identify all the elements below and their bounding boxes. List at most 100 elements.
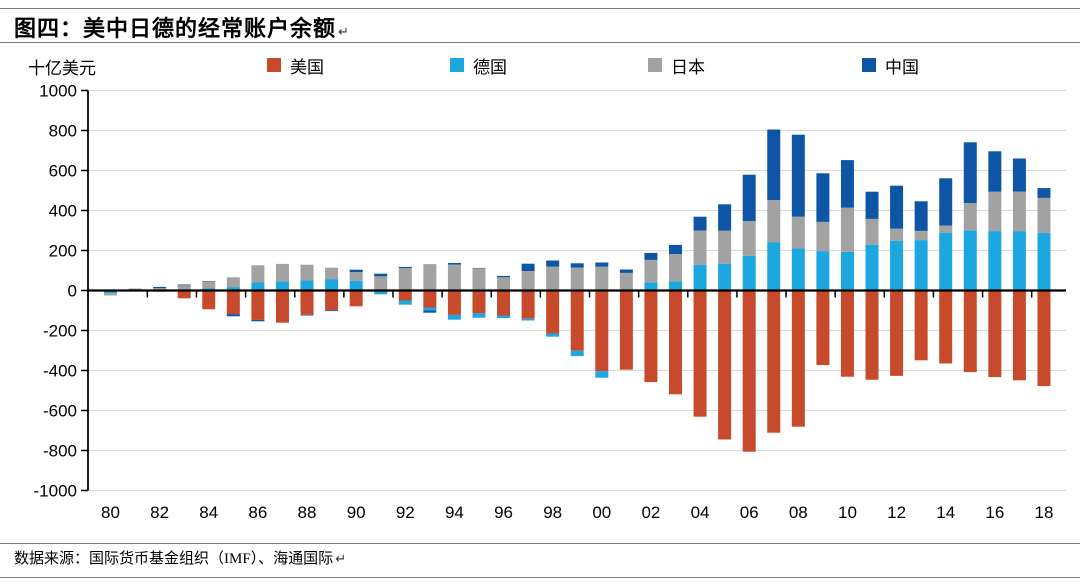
y-tick-label: 400 [49, 202, 77, 221]
bar-segment-china [816, 173, 830, 222]
x-tick-label: 02 [641, 503, 660, 522]
bar-segment-us [1012, 290, 1026, 381]
bar-segment-china [374, 273, 388, 277]
bar-segment-us [1037, 290, 1051, 387]
bar-segment-japan [840, 207, 854, 252]
bar-segment-germany [791, 248, 805, 291]
bar-segment-us [398, 290, 412, 301]
bar-segment-germany [423, 307, 437, 311]
bar-segment-germany [693, 264, 707, 291]
bar-segment-us [497, 290, 511, 316]
bar-segment-us [816, 290, 830, 366]
x-tick-label: 92 [396, 503, 415, 522]
bar-segment-germany [963, 230, 977, 291]
bar-segment-germany [595, 371, 609, 378]
bar-segment-japan [742, 221, 756, 256]
bar-segment-germany [398, 300, 412, 305]
bar-segment-china [153, 286, 167, 289]
bar-segment-us [718, 290, 732, 440]
legend-label-japan: 日本 [671, 57, 705, 77]
bar-segment-us [668, 290, 682, 395]
bar-segment-us [693, 290, 707, 417]
x-tick-label: 96 [494, 503, 513, 522]
bar-segment-japan [890, 228, 904, 241]
bar-segment-china [546, 260, 560, 267]
bottom-rule [0, 577, 1080, 578]
bar-segment-germany [570, 350, 584, 357]
bar-segment-germany [767, 242, 781, 291]
bar-segment-japan [1037, 197, 1051, 233]
bar-segment-germany [914, 240, 928, 291]
bar-segment-germany [251, 282, 265, 291]
bar-segment-germany [325, 279, 339, 291]
bar-segment-germany [374, 290, 388, 295]
bar-segment-germany [521, 318, 535, 321]
bar-segment-germany [742, 255, 756, 291]
bar-segment-us [251, 290, 265, 320]
return-mark: ↵ [338, 24, 350, 39]
bar-segment-china [497, 275, 511, 278]
bar-segment-japan [963, 203, 977, 231]
bar-segment-china [840, 160, 854, 208]
bar-segment-china [742, 174, 756, 222]
bar-segment-germany [890, 240, 904, 291]
bar-segment-japan [275, 263, 289, 282]
bar-segment-japan [325, 267, 339, 280]
bar-segment-japan [374, 276, 388, 290]
bar-segment-japan [202, 281, 216, 289]
bar-segment-china [963, 142, 977, 204]
bar-segment-us [349, 290, 363, 307]
bar-segment-japan [349, 272, 363, 281]
bar-segment-japan [570, 267, 584, 291]
bar-segment-china [300, 314, 314, 316]
y-tick-label: 0 [68, 282, 77, 301]
bar-segment-us [275, 290, 289, 323]
x-tick-label: 08 [789, 503, 808, 522]
figure-title: 图四：美中日德的经常账户余额 [14, 16, 337, 41]
x-tick-label: 82 [150, 503, 169, 522]
bar-segment-germany [275, 281, 289, 291]
bar-segment-china [791, 134, 805, 217]
bar-segment-us [300, 290, 314, 315]
bar-segment-germany [497, 315, 511, 319]
bar-segment-us [791, 290, 805, 427]
bar-segment-japan [914, 230, 928, 241]
bar-segment-japan [472, 268, 486, 291]
bar-segment-japan [521, 271, 535, 291]
bar-segment-china [644, 252, 658, 260]
footer-return-mark: ↵ [335, 551, 347, 566]
bar-segment-us [988, 290, 1002, 378]
bar-segment-japan [693, 230, 707, 265]
x-tick-label: 90 [347, 503, 366, 522]
bar-segment-japan [300, 264, 314, 281]
bar-segment-china [177, 284, 191, 286]
bar-segment-us [472, 290, 486, 314]
bar-segment-japan [104, 293, 117, 296]
bar-segment-china [767, 129, 781, 201]
bar-segment-china [349, 269, 363, 273]
legend-swatch-china [862, 58, 876, 72]
legend-item-japan: 日本 [648, 54, 705, 77]
legend-swatch-germany [450, 58, 464, 72]
legend-label-germany: 德国 [473, 57, 507, 77]
bar-segment-china [447, 262, 461, 265]
x-tick-label: 16 [985, 503, 1004, 522]
bar-segment-us [939, 290, 953, 364]
bar-segment-japan [226, 277, 240, 288]
source-text: 数据来源：国际货币基金组织（IMF）、海通国际 [14, 551, 334, 567]
bar-segment-germany [668, 281, 682, 291]
bar-segment-us [177, 290, 191, 299]
y-tick-label: -200 [43, 322, 77, 341]
bar-segment-us [570, 290, 584, 351]
bar-segment-china [226, 314, 240, 317]
bar-segment-germany [349, 280, 363, 291]
bar-segment-china [939, 178, 953, 226]
x-tick-label: 84 [199, 503, 218, 522]
bar-segment-japan [668, 254, 682, 282]
bar-segment-us [767, 290, 781, 433]
bar-segment-us [202, 290, 216, 310]
bar-segment-germany [226, 287, 240, 291]
bar-segment-japan [251, 265, 265, 283]
bar-segment-germany [644, 282, 658, 291]
bar-segment-china [890, 185, 904, 229]
